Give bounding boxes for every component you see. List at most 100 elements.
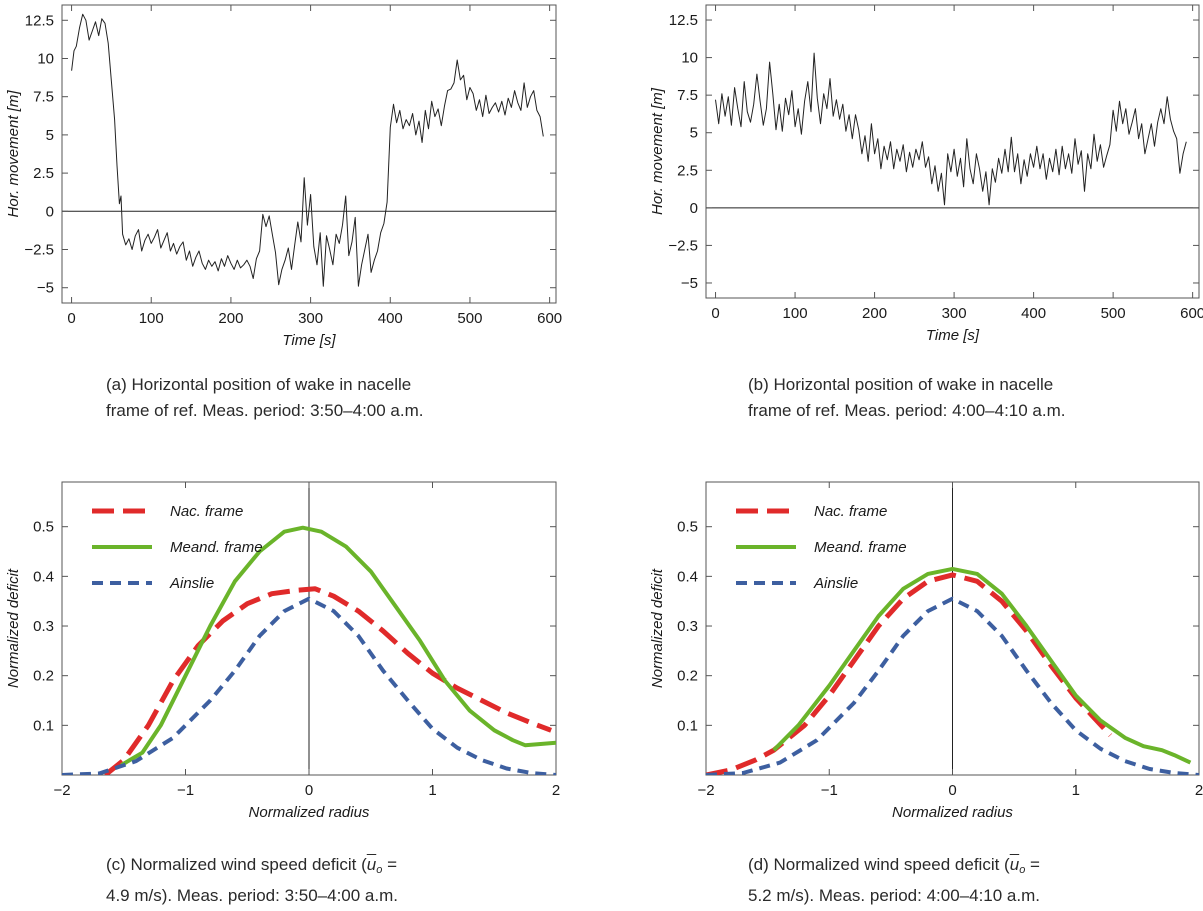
caption-a-line2: frame of ref. Meas. period: 3:50–4:00 a.… (106, 401, 424, 420)
chart-a-frame (61, 4, 557, 304)
caption-a: (a) Horizontal position of wake in nacel… (106, 372, 586, 424)
caption-c: (c) Normalized wind speed deficit (uo = … (106, 852, 586, 909)
chart-a-xlabel: Time [s] (282, 332, 336, 349)
chart-c-legend-label-ainslie: Ainslie (169, 575, 214, 592)
chart-b-frame (705, 4, 1200, 299)
chart-d-ytick-label: 0.2 (677, 668, 698, 685)
chart-c-ytick-label: 0.5 (33, 519, 54, 536)
caption-c-post: = (382, 855, 398, 874)
chart-a: 0 100 200 300 400 500 600 12.5 10 7.5 5 2.5 0 −2.5 −5 T… (5, 4, 562, 349)
chart-d-ylabel: Normalized deficit (649, 568, 666, 688)
chart-b-ytick-label: −5 (681, 275, 698, 292)
chart-c-xtick-label: 0 (305, 782, 313, 799)
chart-d-ytick-label: 0.3 (677, 618, 698, 635)
chart-b-xtick-label: 200 (862, 305, 887, 322)
chart-d-ytick-label: 0.1 (677, 717, 698, 734)
chart-c-xlabel: Normalized radius (249, 804, 370, 821)
chart-b-ytick-label: 10 (681, 50, 698, 67)
chart-c-legend-label-nac-frame: Nac. frame (170, 503, 243, 520)
chart-b-xtick-label: 400 (1021, 305, 1046, 322)
chart-d-legend-label-meand-frame: Meand. frame (814, 539, 907, 556)
chart-a-ytick-label: 0 (46, 203, 54, 220)
chart-c-plot-area (62, 525, 556, 775)
chart-d-series-nac-frame (706, 572, 1113, 775)
chart-a-xtick-label: 0 (67, 310, 75, 327)
chart-b-xtick-label: 500 (1101, 305, 1126, 322)
chart-a-ytick-label: 12.5 (25, 12, 54, 29)
chart-b-xtick-label: 0 (711, 305, 719, 322)
chart-b-plot-area (715, 52, 1187, 206)
chart-a-xtick-label: 300 (298, 310, 323, 327)
caption-c-u-subscript: o (376, 864, 383, 876)
chart-d-series-ainslie (706, 596, 1199, 775)
caption-c-u-symbol: u (366, 855, 377, 874)
chart-b-ytick-label: 2.5 (677, 162, 698, 179)
caption-d: (d) Normalized wind speed deficit (uo = … (748, 852, 1198, 909)
chart-a-series-trace (71, 13, 544, 287)
chart-a-ytick-label: 2.5 (33, 165, 54, 182)
chart-d-legend: Nac. frame Meand. frame Ainslie (736, 503, 907, 592)
chart-a-plot-area (71, 13, 544, 287)
chart-d-xtick-label: 2 (1195, 782, 1203, 799)
chart-a-ytick-label: 7.5 (33, 89, 54, 106)
chart-c-ytick-label: 0.4 (33, 568, 54, 585)
chart-a-ylabel: Hor. movement [m] (5, 90, 22, 218)
caption-c-line2: 4.9 m/s). Meas. period: 3:50–4:00 a.m. (106, 886, 398, 905)
chart-d: −2 −1 0 1 2 0.1 0.2 0.3 0.4 0.5 Normalized radius N… (649, 481, 1203, 821)
chart-d-xtick-label: 1 (1072, 782, 1080, 799)
chart-b-series-trace (715, 52, 1187, 206)
chart-c-series-nac-frame (103, 586, 552, 775)
chart-c-legend-label-meand-frame: Meand. frame (170, 539, 263, 556)
chart-c-xtick-label: −1 (177, 782, 194, 799)
chart-d-xtick-label: 0 (948, 782, 956, 799)
chart-a-ytick-label: 10 (37, 50, 54, 67)
caption-b-line1: (b) Horizontal position of wake in nacel… (748, 375, 1054, 394)
chart-a-xtick-label: 400 (378, 310, 403, 327)
caption-d-u-symbol: u (1009, 855, 1020, 874)
chart-a-ytick-label: −5 (37, 280, 54, 297)
chart-b-ytick-label: 5 (690, 125, 698, 142)
caption-d-pre: (d) Normalized wind speed deficit ( (748, 855, 1010, 874)
chart-b: 0 100 200 300 400 500 600 12.5 10 7.5 5 2.5 0 −2.5 −5 T… (649, 4, 1203, 344)
chart-a-ytick-label: −2.5 (24, 242, 54, 259)
caption-b-line2: frame of ref. Meas. period: 4:00–4:10 a.… (748, 401, 1066, 420)
chart-a-xtick-label: 100 (139, 310, 164, 327)
chart-b-xtick-label: 100 (783, 305, 808, 322)
chart-c-xtick-label: −2 (53, 782, 70, 799)
caption-c-pre: (c) Normalized wind speed deficit ( (106, 855, 367, 874)
chart-c-ytick-label: 0.2 (33, 668, 54, 685)
chart-b-xtick-label: 300 (942, 305, 967, 322)
chart-d-ytick-label: 0.4 (677, 568, 698, 585)
caption-d-line2: 5.2 m/s). Meas. period: 4:00–4:10 a.m. (748, 886, 1040, 905)
chart-d-legend-label-ainslie: Ainslie (813, 575, 858, 592)
caption-a-line1: (a) Horizontal position of wake in nacel… (106, 375, 412, 394)
chart-a-xtick-label: 500 (457, 310, 482, 327)
chart-b-xlabel: Time [s] (926, 327, 980, 344)
chart-c-ylabel: Normalized deficit (5, 568, 22, 688)
chart-b-ytick-label: 7.5 (677, 87, 698, 104)
chart-b-ylabel: Hor. movement [m] (649, 87, 666, 215)
caption-d-line1: (d) Normalized wind speed deficit (uo = (748, 852, 1198, 883)
chart-a-ytick-label: 5 (46, 127, 54, 144)
chart-c-legend: Nac. frame Meand. frame Ainslie (92, 503, 263, 592)
chart-d-xtick-label: −1 (821, 782, 838, 799)
caption-d-u-subscript: o (1019, 864, 1026, 876)
chart-c-xtick-label: 1 (428, 782, 436, 799)
chart-b-ytick-label: 12.5 (669, 12, 698, 29)
chart-b-ytick-label: 0 (690, 200, 698, 217)
chart-c-series-meand-frame (120, 525, 556, 767)
chart-c-ytick-label: 0.1 (33, 717, 54, 734)
chart-a-xtick-label: 600 (537, 310, 562, 327)
chart-c-series-ainslie (62, 596, 556, 775)
chart-b-ytick-label: −2.5 (668, 237, 698, 254)
chart-d-legend-label-nac-frame: Nac. frame (814, 503, 887, 520)
chart-d-xtick-label: −2 (697, 782, 714, 799)
chart-a-xtick-label: 200 (218, 310, 243, 327)
caption-d-post: = (1025, 855, 1040, 874)
chart-b-xtick-label: 600 (1180, 305, 1203, 322)
chart-c: −2 −1 0 1 2 0.1 0.2 0.3 0.4 0.5 Normalized radius N… (5, 481, 560, 821)
chart-d-xlabel: Normalized radius (892, 804, 1013, 821)
caption-b: (b) Horizontal position of wake in nacel… (748, 372, 1198, 424)
chart-c-xtick-label: 2 (552, 782, 560, 799)
